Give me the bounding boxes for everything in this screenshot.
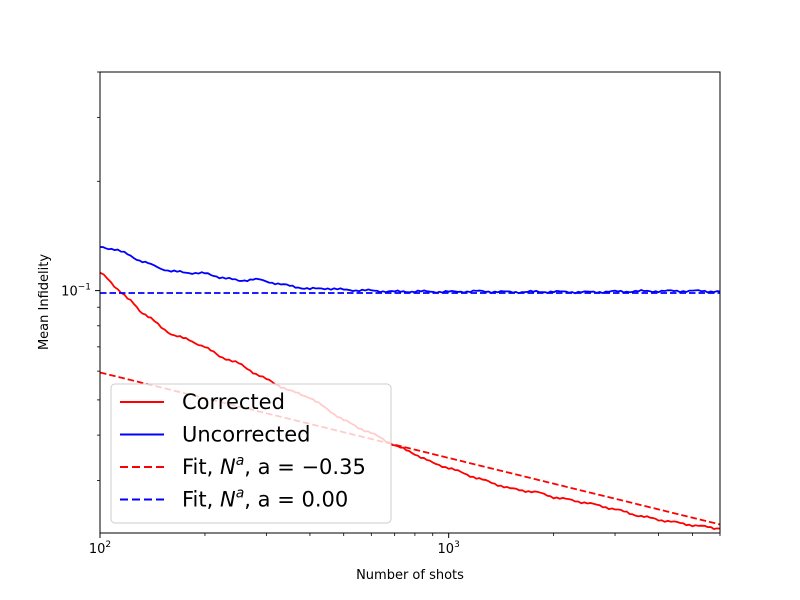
legend-label-2: Uncorrected — [182, 423, 310, 447]
legend-label-4: Fit, Na, a = 0.00 — [182, 486, 348, 512]
legend-box — [110, 383, 392, 524]
ticks-layer: 102 103 10−1 — [61, 71, 721, 557]
x-tick-label: 103 — [438, 540, 460, 557]
series-line-1 — [99, 271, 721, 530]
legend-label-3: Fit, Na, a = −0.35 — [182, 453, 366, 479]
x-axis-label: Number of shots — [356, 568, 464, 583]
plot-frame — [99, 71, 721, 534]
y-tick-label: 10−1 — [61, 283, 91, 300]
x-tick-label: 102 — [89, 540, 111, 557]
y-axis-label: Mean Infidelity — [37, 254, 52, 350]
legend: Corrected Uncorrected Fit, Na, a = −0.35 Fi… — [110, 383, 392, 524]
series-line-2 — [99, 246, 721, 295]
legend-label-1: Corrected — [182, 390, 285, 414]
